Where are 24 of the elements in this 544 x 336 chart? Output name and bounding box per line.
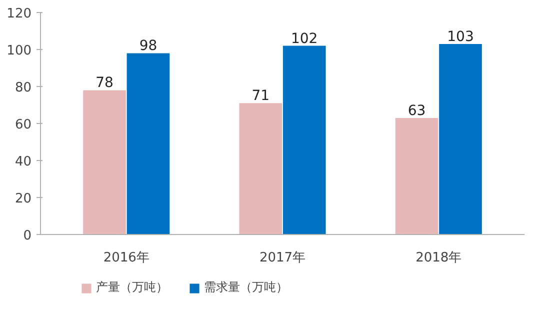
data-label: 78 — [96, 75, 114, 92]
bar — [282, 46, 326, 234]
y-tick-label: 0 — [23, 228, 32, 244]
data-label: 98 — [139, 38, 158, 54]
y-tick-label: 40 — [14, 154, 32, 170]
bar — [439, 44, 482, 234]
bar — [395, 118, 438, 234]
bar — [126, 53, 170, 234]
y-tick-label: 60 — [14, 118, 32, 132]
y-tick-label: 120 — [6, 6, 32, 22]
data-label: 71 — [252, 88, 270, 104]
bar — [83, 90, 126, 234]
legend-label: 产量（万吨） — [96, 279, 168, 296]
data-label: 102 — [290, 30, 318, 47]
y-tick-label: 100 — [6, 44, 32, 58]
y-tick-label: 80 — [14, 80, 32, 96]
data-label: 103 — [447, 28, 474, 45]
y-tick-label: 20 — [14, 192, 32, 206]
legend-label: 需求量（万吨） — [204, 279, 288, 296]
data-label: 63 — [408, 102, 426, 119]
x-tick-label: 2017年 — [259, 250, 306, 266]
x-tick-label: 2016年 — [103, 250, 150, 266]
bar — [239, 103, 282, 234]
x-tick-label: 2018年 — [416, 250, 462, 266]
